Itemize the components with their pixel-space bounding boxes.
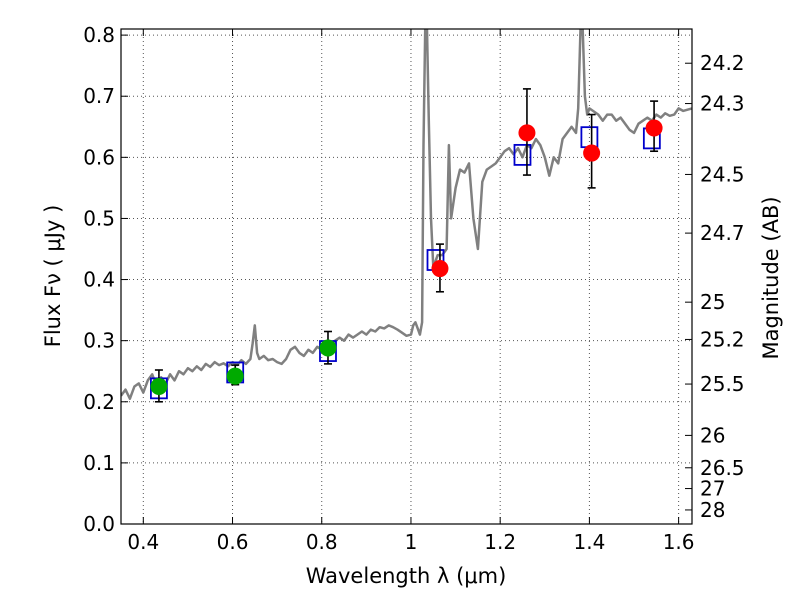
observed-photometry xyxy=(150,88,663,403)
model-point xyxy=(513,143,532,166)
grid xyxy=(121,29,692,525)
y-axis-label: Flux Fν ( μJy ) xyxy=(41,205,65,348)
right-tick-label: 25.5 xyxy=(700,372,745,396)
model-spectrum xyxy=(121,29,692,400)
observed-point xyxy=(645,119,663,137)
y-tick-label: 0.6 xyxy=(83,145,115,169)
y-tick-label: 0.2 xyxy=(83,390,115,414)
right-tick-label: 24.2 xyxy=(700,51,745,75)
model-photometry xyxy=(150,126,661,400)
y-tick-label: 0.3 xyxy=(83,329,115,353)
right-tick-label: 26 xyxy=(700,423,725,447)
observed-point xyxy=(583,144,601,162)
right-tick-label: 25 xyxy=(700,290,725,314)
model-spectrum-line xyxy=(121,29,692,400)
right-tick-label: 28 xyxy=(700,498,725,522)
y-tick-label: 0.5 xyxy=(83,206,115,230)
right-tick-label: 27 xyxy=(700,477,725,501)
x-tick-label: 1.2 xyxy=(484,530,516,554)
observed-point xyxy=(431,260,449,278)
observed-point xyxy=(150,378,168,395)
right-tick-label: 24.3 xyxy=(700,92,745,116)
x-tick-label: 1.6 xyxy=(663,530,695,554)
y-tick-label: 0.7 xyxy=(83,84,115,108)
x-axis-label: Wavelength λ (μm) xyxy=(306,564,507,588)
x-tick-label: 1 xyxy=(405,530,418,554)
x-tick-label: 1.4 xyxy=(573,530,605,554)
plot-frame xyxy=(120,28,693,525)
y-tick-label: 0.8 xyxy=(83,23,115,47)
x-tick-label: 0.4 xyxy=(127,530,159,554)
y-tick-label: 0.4 xyxy=(83,268,115,292)
right-tick-label: 24.5 xyxy=(700,162,745,186)
observed-point xyxy=(518,124,536,142)
observed-point xyxy=(226,367,244,385)
y-tick-label: 0.0 xyxy=(83,512,115,536)
observed-point xyxy=(319,339,337,357)
y-tick-label: 0.1 xyxy=(83,451,115,475)
right-tick-label: 24.7 xyxy=(700,221,745,245)
ticks: 0.4 0.6 0.8 1 1.2 1.4 1.6 0.0 0.1 0.2 0.3 0.4 0.5 0.6… xyxy=(83,23,744,554)
x-tick-label: 0.6 xyxy=(217,530,249,554)
right-axis-label: Magnitude (AB) xyxy=(759,196,783,359)
x-tick-label: 0.8 xyxy=(306,530,338,554)
right-tick-label: 26.5 xyxy=(700,456,745,480)
right-tick-label: 25.2 xyxy=(700,327,745,351)
